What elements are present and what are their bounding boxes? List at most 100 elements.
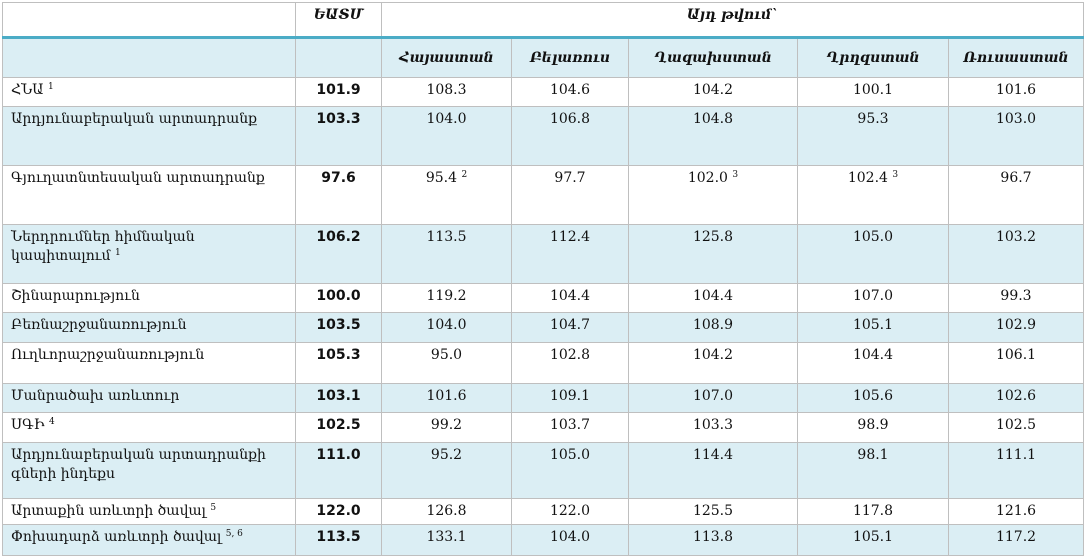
value-text: 102.6 — [995, 388, 1037, 404]
country-value: 109.1 — [511, 383, 629, 413]
value-text: 133.1 — [426, 529, 467, 545]
country-value: 104.4 — [797, 342, 949, 384]
value-text: 108.9 — [692, 317, 734, 333]
country-value: 104.7 — [511, 312, 629, 343]
label-text: Արտաքին առևտրի ծավալ — [11, 503, 206, 519]
value-text: 104.0 — [549, 529, 591, 545]
country-value: 101.6 — [947, 77, 1085, 107]
country-value: 101.6 — [381, 383, 512, 413]
country-value: 104.6 — [511, 77, 629, 107]
value-text: 103.3 — [692, 417, 734, 433]
label-text: Շինարարություն — [11, 288, 140, 304]
value-text: 122.0 — [549, 503, 591, 519]
eaeu-value: 103.3 — [295, 106, 382, 166]
value-text: 95.2 — [430, 447, 463, 463]
country-value: 104.2 — [628, 342, 798, 384]
eaeu-value: 113.5 — [295, 524, 382, 556]
footnote-ref: 1 — [47, 82, 54, 92]
row-label: Արդյունաբերական արտադրանքի գների ինդեքս — [2, 442, 296, 499]
row-label: Գյուղատնտեսական արտադրանք — [2, 165, 296, 225]
value-text: 117.8 — [852, 503, 894, 519]
value-text: 126.8 — [426, 503, 467, 519]
country-value: 95.4 2 — [381, 165, 512, 225]
data-row: ՀՆԱ 1 101.9 108.3 104.6 104.2 100.1 101.6 — [2, 77, 1085, 107]
corner-cell — [2, 2, 296, 39]
eaeu-value: 106.2 — [295, 224, 382, 284]
value-text: 104.2 — [692, 347, 734, 363]
country-value: 102.5 — [947, 412, 1085, 443]
country-value: 125.8 — [628, 224, 798, 284]
data-row: Ներդրումներ հիմնական կապիտալում 1 106.2 11… — [2, 224, 1085, 284]
country-row: Հայաստան Բելառուս Ղազախստան Ղրղզստան Ռուսաստ… — [2, 37, 1085, 78]
country-header: Ղազախստան — [628, 37, 798, 78]
country-value: 119.2 — [381, 283, 512, 313]
value-text: 104.4 — [852, 347, 894, 363]
row-label: Ներդրումներ հիմնական կապիտալում 1 — [2, 224, 296, 284]
eaeu-value: 102.5 — [295, 412, 382, 443]
eaeu-value: 97.6 — [295, 165, 382, 225]
value-text: 98.1 — [857, 447, 889, 463]
value-text: 108.3 — [426, 82, 467, 98]
country-value: 105.1 — [797, 312, 949, 343]
country-value: 98.9 — [797, 412, 949, 443]
country-value: 117.2 — [947, 524, 1085, 556]
value-text: 104.7 — [549, 317, 591, 333]
value-text: 125.5 — [692, 503, 734, 519]
label-text: ՀՆԱ — [11, 82, 44, 98]
value-text: 113.8 — [692, 529, 734, 545]
value-text: 101.6 — [995, 82, 1037, 98]
value-text: 99.3 — [1000, 288, 1032, 304]
data-row: Փոխադարձ առևտրի ծավալ 5, 6 113.5 133.1 104.… — [2, 524, 1085, 556]
value-text: 105.6 — [852, 388, 894, 404]
value-text: 102.0 — [687, 170, 728, 186]
value-text: 102.5 — [995, 417, 1037, 433]
footnote-ref: 2 — [461, 170, 468, 180]
value-text: 125.8 — [692, 229, 734, 245]
label-text: Մանրածախ առևտուր — [11, 388, 180, 404]
footnote-ref: 3 — [732, 170, 739, 180]
label-text: ՍԳԻ — [11, 417, 45, 433]
country-value: 113.8 — [628, 524, 798, 556]
row-label: Փոխադարձ առևտրի ծավալ 5, 6 — [2, 524, 296, 556]
value-text: 104.4 — [692, 288, 734, 304]
data-row: Բեռնաշրջանառություն 103.5 104.0 104.7 108.9 1… — [2, 312, 1085, 343]
data-row: Մանրածախ առևտուր 103.1 101.6 109.1 107.0 105.… — [2, 383, 1085, 413]
value-text: 95.4 — [425, 170, 457, 186]
country-value: 103.3 — [628, 412, 798, 443]
value-text: 109.1 — [549, 388, 591, 404]
value-text: 103.0 — [995, 111, 1037, 127]
value-text: 100.1 — [852, 82, 894, 98]
eaeu-value: 100.0 — [295, 283, 382, 313]
country-value: 103.2 — [947, 224, 1085, 284]
corner-cell — [2, 37, 296, 78]
header-row: ԵԱՏՄ Այդ թվում` — [2, 2, 1085, 39]
label-text: Գյուղատնտեսական արտադրանք — [11, 170, 265, 186]
eaeu-value: 122.0 — [295, 498, 382, 525]
value-text: 113.5 — [426, 229, 467, 245]
eaeu-header: ԵԱՏՄ — [295, 2, 382, 39]
country-value: 104.0 — [381, 106, 512, 166]
value-text: 104.8 — [692, 111, 734, 127]
eaeu-value: 103.5 — [295, 312, 382, 343]
country-value: 98.1 — [797, 442, 949, 499]
country-value: 106.1 — [947, 342, 1085, 384]
country-value: 125.5 — [628, 498, 798, 525]
value-text: 107.0 — [692, 388, 734, 404]
country-value: 106.8 — [511, 106, 629, 166]
value-text: 103.2 — [995, 229, 1037, 245]
country-value: 104.0 — [381, 312, 512, 343]
country-value: 105.6 — [797, 383, 949, 413]
country-value: 112.4 — [511, 224, 629, 284]
country-value: 95.3 — [797, 106, 949, 166]
label-text: Արդյունաբերական արտադրանք — [11, 111, 258, 127]
country-value: 104.8 — [628, 106, 798, 166]
eaeu-blank — [295, 37, 382, 78]
data-row: Արդյունաբերական արտադրանքի գների ինդեքս 1… — [2, 442, 1085, 499]
value-text: 105.0 — [852, 229, 894, 245]
eaeu-value: 111.0 — [295, 442, 382, 499]
country-value: 113.5 — [381, 224, 512, 284]
country-value: 122.0 — [511, 498, 629, 525]
footnote-ref: 3 — [892, 170, 899, 180]
